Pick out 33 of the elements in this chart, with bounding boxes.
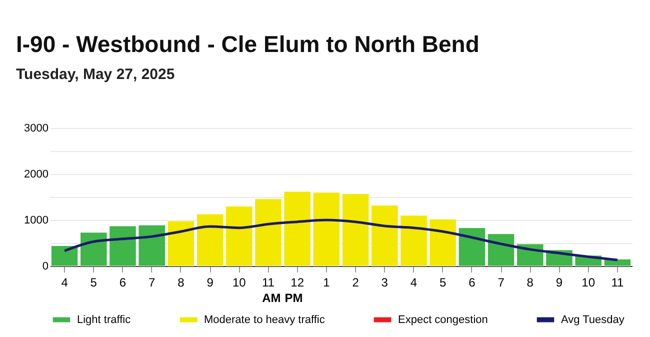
chart-subtitle: Tuesday, May 27, 2025 bbox=[16, 66, 175, 83]
chart-title: I-90 - Westbound - Cle Elum to North Bend bbox=[16, 31, 480, 57]
x-tick-label: 8 bbox=[178, 276, 185, 290]
x-tick-label: 1 bbox=[323, 276, 330, 290]
x-tick-label: 5 bbox=[90, 276, 98, 290]
text: AM bbox=[262, 291, 281, 305]
x-tick-label: 6 bbox=[468, 276, 476, 290]
x-tick-label: 2 bbox=[352, 276, 360, 290]
x-tick-label: 7 bbox=[148, 276, 156, 290]
x-tick-label: 4 bbox=[410, 276, 418, 290]
y-tick-label: 0 bbox=[42, 260, 48, 272]
y-tick-label: 1000 bbox=[24, 214, 48, 226]
legend-label: Moderate to heavy traffic bbox=[204, 314, 326, 326]
legend-label: Expect congestion bbox=[398, 314, 488, 326]
x-tick-label: 6 bbox=[119, 276, 126, 290]
text: PM bbox=[284, 291, 303, 305]
x-tick-label: 5 bbox=[440, 276, 447, 290]
y-tick-label: 3000 bbox=[24, 122, 48, 134]
x-tick-label: 7 bbox=[498, 276, 505, 290]
legend-label: Avg Tuesday bbox=[561, 314, 625, 326]
x-tick-label: 8 bbox=[526, 276, 534, 290]
x-tick-label: 10 bbox=[582, 276, 596, 290]
x-tick-label: 11 bbox=[262, 276, 275, 290]
legend-label: Light traffic bbox=[77, 314, 132, 326]
x-tick-label: 12 bbox=[290, 276, 304, 290]
x-tick-label: 3 bbox=[381, 276, 388, 290]
x-tick-label: 9 bbox=[206, 276, 214, 290]
x-tick-label: 9 bbox=[556, 276, 563, 290]
x-tick-label: 4 bbox=[61, 276, 68, 290]
line-series bbox=[63, 218, 619, 262]
y-tick-label: 2000 bbox=[24, 168, 48, 180]
x-tick-label: 10 bbox=[232, 276, 246, 290]
x-tick-label: 11 bbox=[611, 276, 624, 290]
